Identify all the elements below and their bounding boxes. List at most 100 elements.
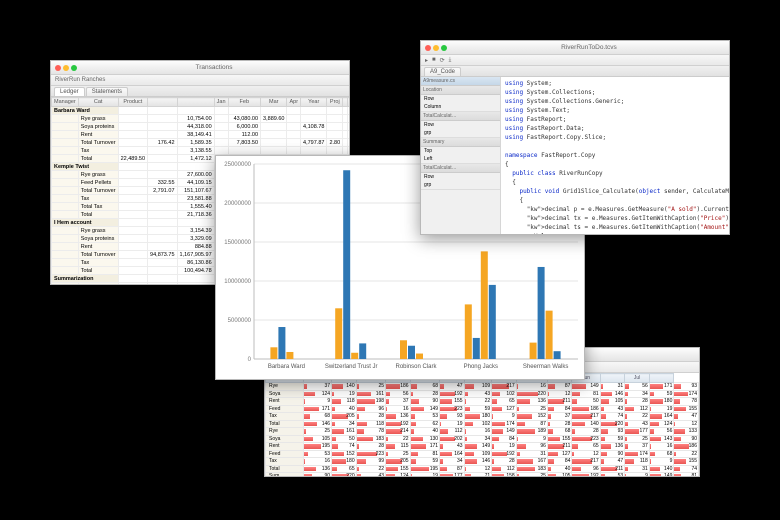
cell[interactable] (148, 211, 177, 219)
property-row[interactable]: Row (421, 121, 500, 129)
heat-cell[interactable]: 78 (674, 398, 699, 406)
heat-cell[interactable]: 183 (356, 435, 385, 443)
heat-cell[interactable]: 140 (332, 383, 357, 391)
heat-cell[interactable]: 155 (674, 458, 699, 466)
heat-cell[interactable]: 164 (649, 413, 674, 421)
heat-cell[interactable]: 211 (547, 443, 572, 451)
heat-cell[interactable]: 186 (386, 383, 411, 391)
heat-cell[interactable]: 124 (303, 390, 331, 398)
cell[interactable] (148, 203, 177, 211)
cell[interactable]: 23,581.88 (177, 195, 214, 203)
cell[interactable]: 10,754.00 (177, 115, 214, 123)
heat-cell[interactable]: 31 (600, 383, 625, 391)
cell[interactable]: 3,138.55 (177, 147, 214, 155)
cell[interactable] (327, 147, 343, 155)
heat-cell[interactable]: 136 (600, 443, 625, 451)
heat-cell[interactable]: 186 (572, 405, 600, 413)
heat-cell[interactable]: 53 (600, 473, 625, 477)
cell[interactable] (148, 227, 177, 235)
cell[interactable]: 626,544.35 (177, 283, 214, 285)
heat-cell[interactable]: 31 (516, 450, 547, 458)
heat-cell[interactable]: 25 (516, 473, 547, 477)
heat-cell[interactable]: 87 (516, 420, 547, 428)
heat-cell[interactable]: 40 (332, 405, 357, 413)
col-header[interactable]: Apr (287, 98, 301, 107)
col-header[interactable] (649, 374, 674, 383)
heat-cell[interactable]: 112 (440, 428, 465, 436)
cell[interactable] (287, 139, 301, 147)
cell[interactable] (118, 131, 147, 139)
heat-cell[interactable]: 16 (464, 428, 492, 436)
cell[interactable] (118, 211, 147, 219)
heat-cell[interactable]: 143 (649, 435, 674, 443)
panel-group-header[interactable]: TotalCalculat… (421, 164, 500, 173)
tab-code[interactable]: A9_Code (424, 67, 461, 76)
heat-cell[interactable]: 105 (547, 473, 572, 477)
heat-cell[interactable]: 171 (410, 443, 439, 451)
heat-cell[interactable]: 56 (386, 390, 411, 398)
heat-cell[interactable]: 223 (356, 450, 385, 458)
heat-cell[interactable]: 112 (625, 405, 650, 413)
heat-cell[interactable]: 9 (303, 398, 331, 406)
heat-cell[interactable]: 192 (440, 390, 465, 398)
heat-cell[interactable]: 192 (386, 420, 411, 428)
property-row[interactable]: grp (421, 129, 500, 137)
heat-cell[interactable]: 130 (410, 435, 439, 443)
cell[interactable]: 2.80 (327, 139, 343, 147)
heat-cell[interactable]: 171 (649, 383, 674, 391)
heat-cell[interactable]: 158 (492, 473, 517, 477)
heat-cell[interactable]: 28 (625, 398, 650, 406)
cell[interactable]: 1,589.35 (177, 139, 214, 147)
cell[interactable] (118, 147, 147, 155)
heat-cell[interactable]: 37 (625, 443, 650, 451)
cell[interactable] (214, 147, 228, 155)
cell[interactable] (148, 243, 177, 251)
heat-cell[interactable]: 12 (674, 420, 699, 428)
heat-cell[interactable]: 155 (547, 435, 572, 443)
cell[interactable] (148, 115, 177, 123)
heat-cell[interactable]: 28 (572, 428, 600, 436)
heat-cell[interactable]: 127 (547, 450, 572, 458)
cell[interactable] (301, 147, 327, 155)
heat-cell[interactable]: 205 (332, 413, 357, 421)
close-icon[interactable] (425, 45, 431, 51)
heat-cell[interactable]: 81 (410, 450, 439, 458)
heat-cell[interactable]: 149 (649, 473, 674, 477)
heat-cell[interactable]: 96 (572, 465, 600, 473)
panel-group-header[interactable]: TotalCalculat… (421, 112, 500, 121)
cell[interactable] (148, 155, 177, 163)
cell[interactable] (118, 283, 147, 285)
heat-cell[interactable]: 136 (386, 413, 411, 421)
heat-cell[interactable]: 155 (674, 405, 699, 413)
heat-cell[interactable]: 19 (410, 473, 439, 477)
cell[interactable]: 38,149.41 (177, 131, 214, 139)
cell[interactable] (148, 171, 177, 179)
property-row[interactable]: Top (421, 147, 500, 155)
heat-cell[interactable]: 12 (572, 450, 600, 458)
heat-cell[interactable]: 112 (492, 465, 517, 473)
heat-cell[interactable]: 34 (464, 435, 492, 443)
heat-cell[interactable]: 189 (516, 428, 547, 436)
heat-cell[interactable]: 146 (464, 458, 492, 466)
heat-cell[interactable]: 198 (356, 398, 385, 406)
heat-cell[interactable]: 22 (625, 413, 650, 421)
heat-cell[interactable]: 146 (303, 420, 331, 428)
cell[interactable] (148, 267, 177, 275)
cell[interactable] (261, 147, 287, 155)
cell[interactable] (118, 179, 147, 187)
heat-cell[interactable]: 25 (625, 435, 650, 443)
col-header[interactable]: Feb (228, 98, 261, 107)
cell[interactable]: 3,329.09 (177, 235, 214, 243)
heat-cell[interactable]: 140 (649, 465, 674, 473)
property-row[interactable]: Row (421, 173, 500, 181)
heat-cell[interactable]: 124 (649, 420, 674, 428)
cell[interactable]: 112.00 (228, 131, 261, 139)
heat-cell[interactable]: 118 (332, 398, 357, 406)
heat-cell[interactable]: 81 (674, 473, 699, 477)
col-header[interactable]: Manager (52, 98, 79, 107)
tab-ledger[interactable]: Ledger (54, 87, 85, 96)
heat-cell[interactable]: 74 (600, 413, 625, 421)
heat-cell[interactable]: 50 (572, 398, 600, 406)
heat-cell[interactable]: 161 (332, 428, 357, 436)
heat-cell[interactable]: 205 (386, 458, 411, 466)
